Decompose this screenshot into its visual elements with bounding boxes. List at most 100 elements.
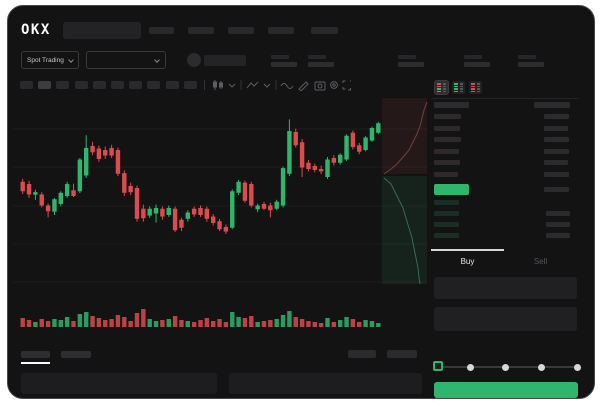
chart-setting-button[interactable] (387, 350, 417, 358)
timeframe-button[interactable] (56, 81, 70, 89)
orderbook-ask-row[interactable] (431, 137, 579, 143)
price-chart[interactable] (13, 96, 431, 346)
slider-handle[interactable] (433, 361, 443, 371)
nav-item[interactable] (311, 27, 338, 34)
app-window: OKX Spot Trading (7, 5, 595, 399)
candles (20, 119, 381, 234)
nav-item[interactable] (149, 27, 174, 34)
stat-value-placeholder (308, 62, 334, 67)
stat-value-placeholder (398, 62, 424, 67)
settings-icon[interactable] (330, 81, 338, 89)
slider-stop-dot[interactable] (466, 363, 474, 371)
fullscreen-icon[interactable] (342, 80, 351, 91)
ask-price-placeholder (434, 148, 459, 154)
timeframe-button[interactable] (165, 81, 179, 89)
market-type-dropdown[interactable]: Spot Trading (21, 51, 79, 69)
okx-logo: OKX (21, 22, 51, 38)
volume-bars (20, 309, 381, 327)
trade-panel: Buy Sell (431, 79, 586, 398)
ask-amount-placeholder (544, 148, 569, 154)
ask-amount-placeholder (544, 160, 568, 166)
last-price-badge[interactable] (434, 184, 469, 195)
timeframe-button[interactable] (111, 81, 124, 89)
stat-label-placeholder (518, 55, 536, 59)
chart-setting-button[interactable] (348, 350, 376, 358)
stat-label-placeholder (271, 55, 289, 59)
orderbook-bid-row[interactable] (431, 233, 579, 238)
bid-price-placeholder (434, 233, 459, 238)
slider-stop-dot[interactable] (573, 363, 581, 371)
stat-value-placeholder (464, 62, 490, 67)
indicator-icon[interactable] (246, 81, 259, 89)
orderbook-ask-row[interactable] (431, 114, 579, 119)
book-combined-icon[interactable] (434, 80, 449, 95)
active-tab-underline (21, 362, 50, 364)
ask-price-placeholder (434, 137, 461, 143)
coin-icon (187, 53, 201, 67)
pair-selector-dropdown[interactable] (86, 51, 166, 69)
orderbook-ask-row[interactable] (431, 172, 579, 177)
orderbook-ask-row[interactable] (431, 148, 579, 154)
orderbook-header-right (534, 102, 570, 108)
draw-icon[interactable] (298, 81, 309, 91)
bid-price-placeholder (434, 211, 459, 216)
stat-label-placeholder (308, 55, 326, 59)
line-style-icon[interactable] (280, 83, 294, 89)
ask-price-placeholder (434, 114, 461, 119)
last-price-amount-placeholder (544, 187, 569, 192)
timeframe-button[interactable] (38, 81, 52, 89)
orderbook-header-left (434, 102, 469, 108)
ask-amount-placeholder (544, 172, 569, 177)
nav-item[interactable] (188, 27, 214, 34)
price-input[interactable] (434, 277, 577, 299)
search-bar[interactable] (63, 22, 141, 39)
chevron-down-icon[interactable] (263, 83, 271, 88)
timeframe-button[interactable] (74, 81, 88, 89)
nav-item[interactable] (228, 27, 254, 34)
bid-depth-line (383, 177, 421, 285)
bid-amount-placeholder (546, 211, 570, 216)
buy-tab-label: Buy (460, 256, 475, 266)
orderbook-ask-row[interactable] (431, 160, 579, 166)
bid-amount-placeholder (546, 233, 570, 238)
slider-stop-dot[interactable] (502, 363, 510, 371)
book-bids-icon[interactable] (452, 81, 465, 94)
chart-tools (213, 80, 351, 91)
slider-stop-dot[interactable] (538, 363, 546, 371)
orderbook-bid-row[interactable] (431, 211, 579, 216)
tab-sell[interactable]: Sell (504, 249, 577, 271)
depth-overlay (382, 98, 428, 285)
timeframe-button[interactable] (129, 81, 143, 89)
stat-label-placeholder (398, 55, 416, 59)
stat-value-placeholder (518, 62, 544, 67)
stat-value-placeholder (271, 62, 297, 67)
chevron-down-icon (154, 57, 160, 63)
ask-amount-placeholder (544, 125, 568, 131)
pair-name-placeholder (204, 55, 246, 66)
bottom-tab[interactable] (61, 351, 91, 358)
bid-price-placeholder (434, 200, 459, 205)
timeframe-button[interactable] (20, 81, 33, 89)
tab-buy[interactable]: Buy (431, 249, 504, 271)
nav-item[interactable] (268, 27, 294, 34)
orderbook-bid-row[interactable] (431, 222, 579, 227)
market-type-label: Spot Trading (27, 56, 64, 64)
timeframe-button[interactable] (147, 81, 161, 89)
timeframe-button[interactable] (183, 81, 197, 89)
bid-amount-placeholder (546, 222, 570, 227)
orderbook-bid-row[interactable] (431, 200, 579, 205)
ask-amount-placeholder (544, 114, 569, 119)
book-asks-icon[interactable] (469, 81, 482, 94)
bottom-tab[interactable] (21, 351, 50, 358)
amount-input[interactable] (434, 307, 577, 331)
bottom-panel-placeholder (21, 373, 217, 394)
chevron-down-icon[interactable] (228, 83, 236, 88)
timeframe-button[interactable] (92, 81, 106, 89)
chevron-down-icon (68, 57, 74, 63)
bid-price-placeholder (434, 222, 459, 227)
ask-depth-line (383, 101, 428, 175)
camera-icon[interactable] (314, 81, 326, 91)
orderbook-ask-row[interactable] (431, 125, 579, 131)
buy-submit-button[interactable] (434, 382, 578, 398)
candles-icon[interactable] (213, 80, 223, 90)
